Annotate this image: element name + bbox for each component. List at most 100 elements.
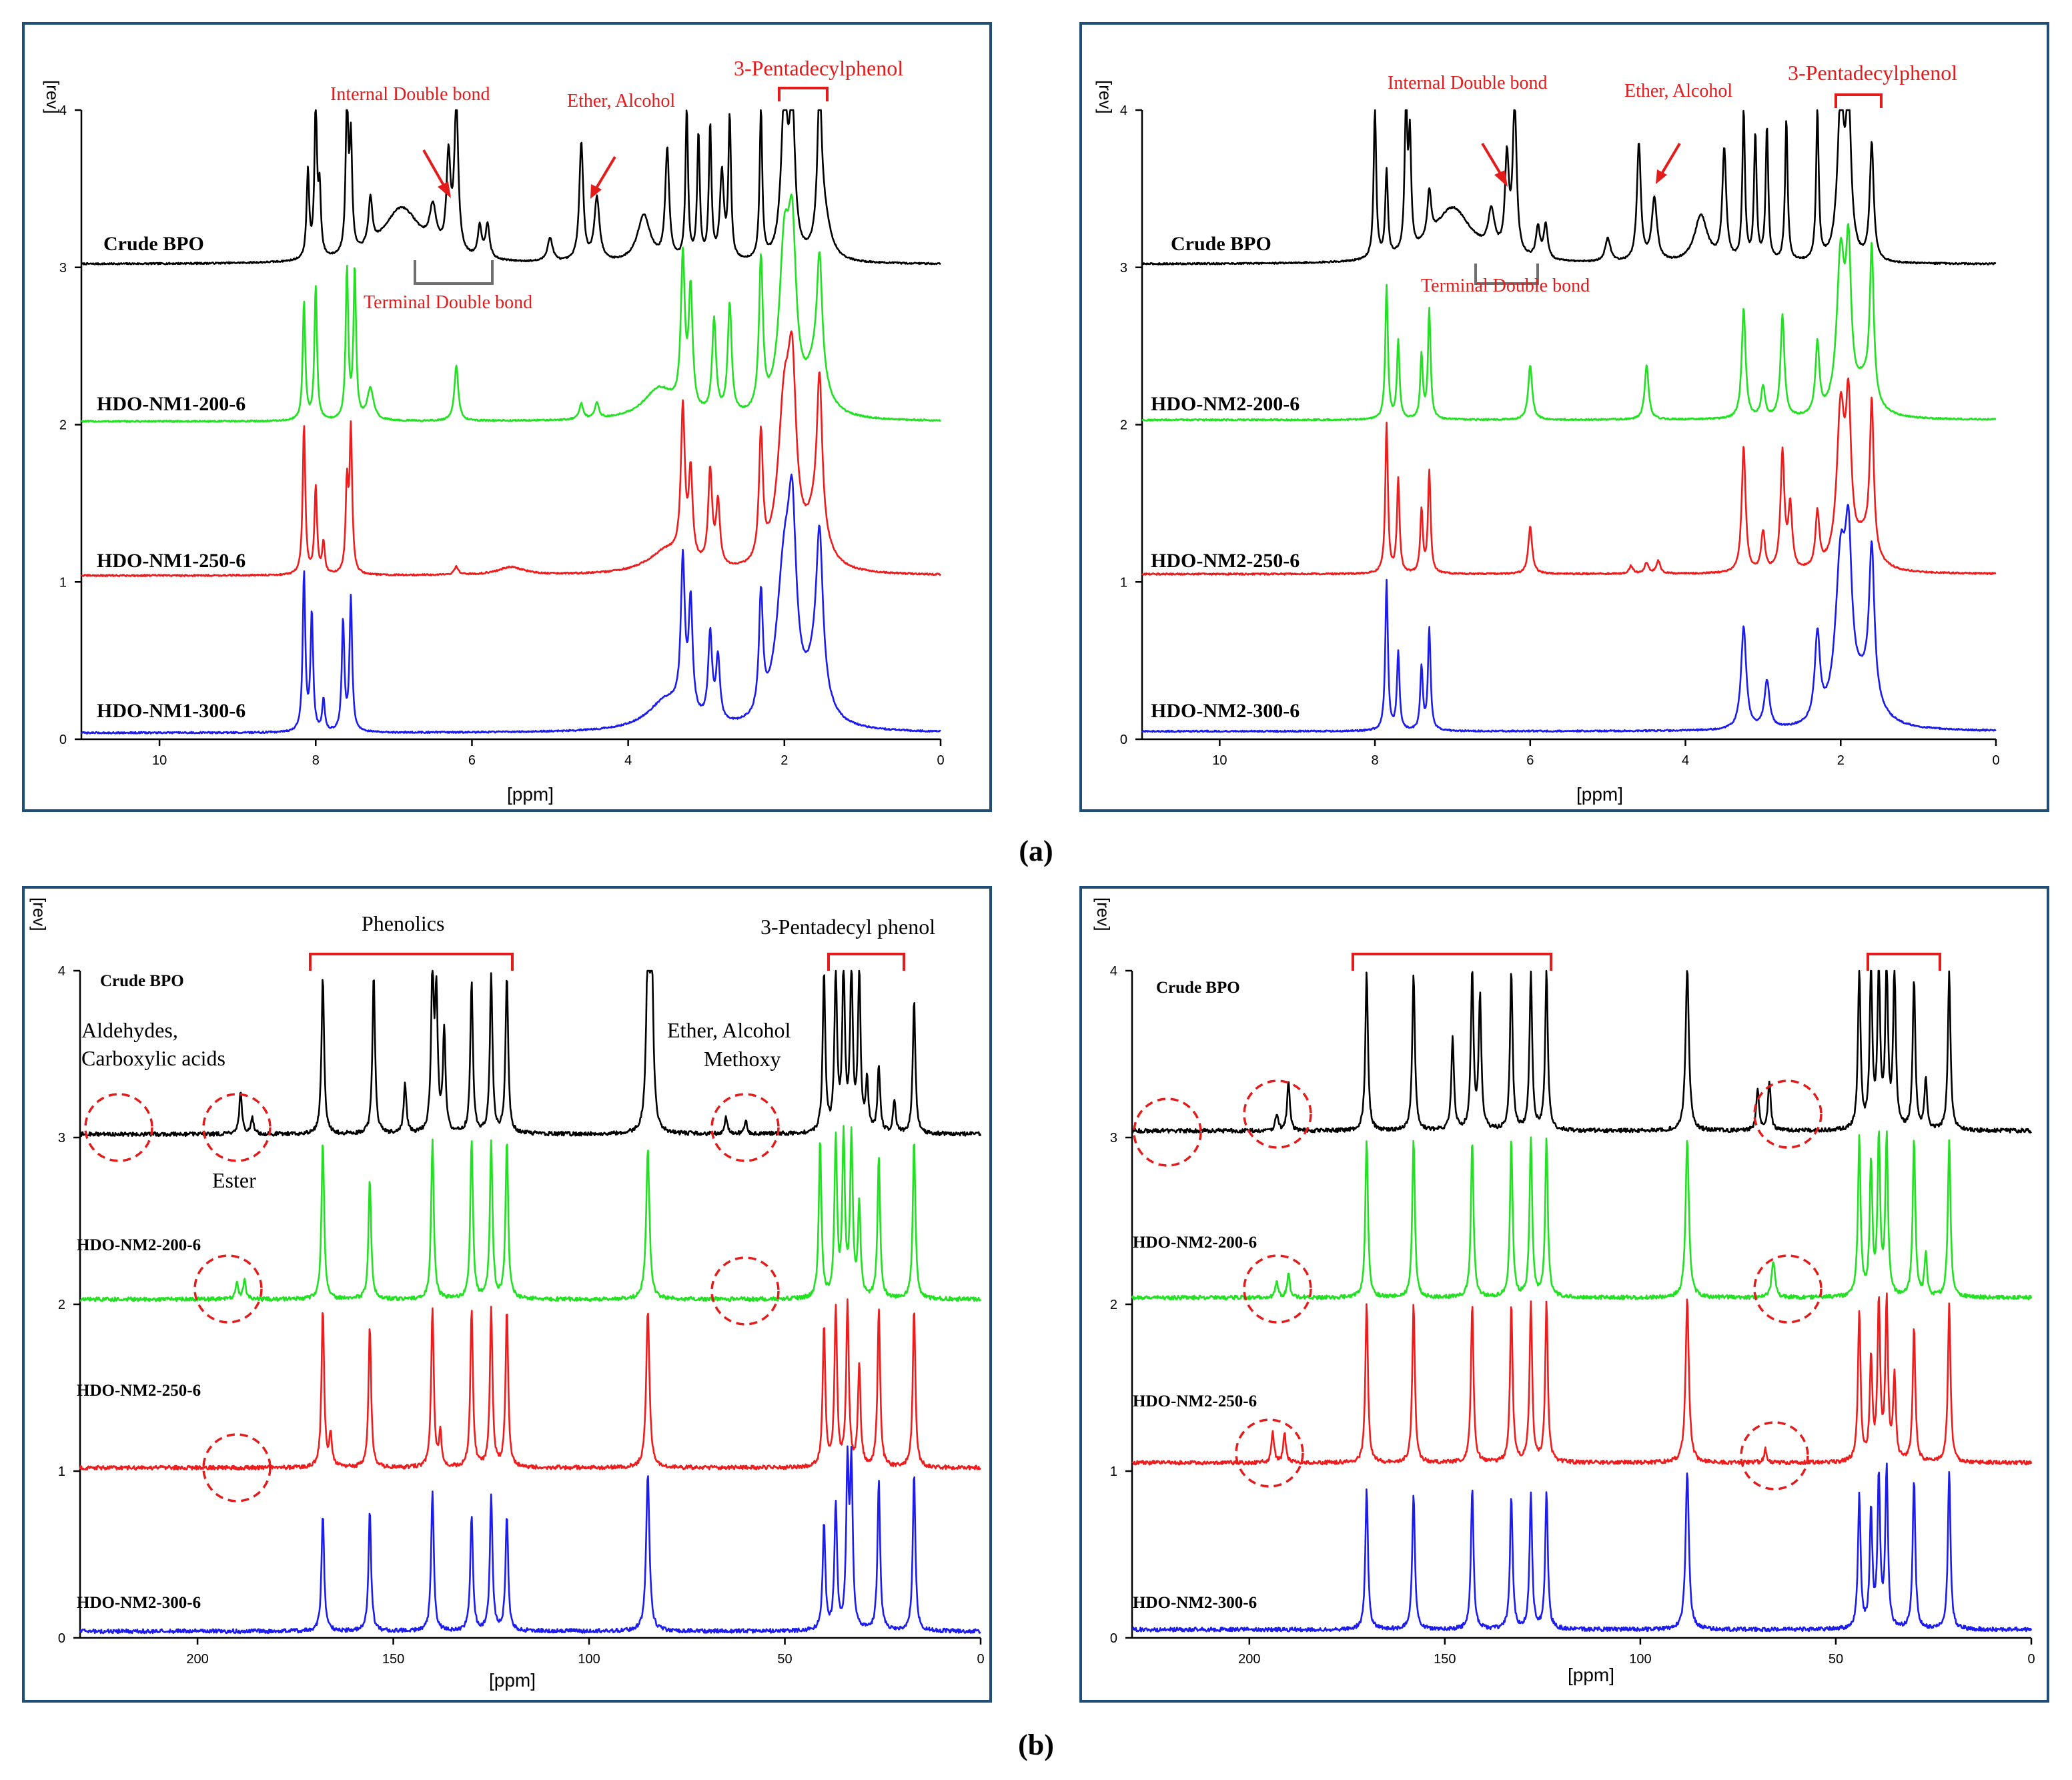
highlight-circle xyxy=(202,1433,272,1502)
spectra xyxy=(80,109,942,735)
highlight-circle xyxy=(1243,1254,1312,1324)
x-tick-label: 50 xyxy=(777,1652,792,1667)
y-tick-label: 2 xyxy=(1110,1298,1117,1312)
highlight-circle xyxy=(710,1093,780,1162)
series-label-300: HDO-NM2-300-6 xyxy=(1133,1594,1257,1612)
panel-frame xyxy=(1079,22,2049,812)
y-tick-label: 1 xyxy=(59,575,67,590)
arrow-ether-alcohol xyxy=(1660,142,1681,176)
subfigure-label-a: (a) xyxy=(1019,835,1053,867)
y-axis-label: [rev] xyxy=(29,897,49,931)
series-label-250: HDO-NM2-250-6 xyxy=(1151,550,1300,572)
spectrum-line-250 xyxy=(81,330,942,578)
spectrum-line-crude xyxy=(79,969,982,1138)
series-label-200: HDO-NM2-200-6 xyxy=(77,1236,201,1254)
highlight-circle xyxy=(1243,1079,1312,1149)
y-tick-label: 1 xyxy=(58,1464,65,1479)
arrow-ether-alcohol xyxy=(594,155,616,191)
spectrum-line-200 xyxy=(1131,1130,2033,1301)
x-axis-label: [ppm] xyxy=(489,1670,536,1691)
spectrum-line-300 xyxy=(79,1445,981,1635)
y-tick-label: 2 xyxy=(1120,418,1127,433)
x-tick-label: 10 xyxy=(1212,753,1227,768)
y-axis-label: [rev] xyxy=(43,80,63,114)
subfigure-label-b: (b) xyxy=(1018,1729,1054,1761)
annotation-pentadecylphenol: 3-Pentadecylphenol xyxy=(734,56,903,80)
axes: 10 8 6 4 2 0 0 1 2 3 4 xyxy=(59,103,945,768)
panel-frame xyxy=(1079,886,2049,1703)
annotation-carboxylic-acids: Carboxylic acids xyxy=(81,1046,225,1070)
x-tick-label: 100 xyxy=(578,1652,600,1667)
x-tick-label: 150 xyxy=(382,1652,404,1667)
annotation-pentadecyl-phenol: 3-Pentadecyl phenol xyxy=(760,915,935,939)
spectrum-line-250 xyxy=(79,1298,981,1471)
spectra xyxy=(1141,109,1997,733)
axes: 200 150 100 50 0 0 1 2 3 4 xyxy=(58,964,985,1667)
spectra xyxy=(1131,969,2033,1633)
x-axis-label: [ppm] xyxy=(1576,784,1623,805)
arrow-internal-double-bond xyxy=(1481,142,1504,178)
panel-frame xyxy=(22,22,992,812)
annotation-internal-double-bond: Internal Double bond xyxy=(1388,73,1548,93)
spectrum-line-crude xyxy=(1131,969,2033,1134)
y-tick-label: 3 xyxy=(1110,1131,1117,1146)
x-axis-label: [ppm] xyxy=(507,784,554,805)
axes: 10 8 6 4 2 0 0 1 2 3 4 xyxy=(1120,103,2000,768)
bracket-terminal-double-bond xyxy=(1474,264,1539,285)
x-tick-label: 6 xyxy=(1526,753,1534,768)
x-tick-label: 200 xyxy=(186,1652,208,1667)
series-label-250: HDO-NM1-250-6 xyxy=(97,550,245,572)
arrowhead-icon xyxy=(590,184,602,199)
spectrum-line-200 xyxy=(79,1125,982,1302)
bracket-pentadecylphenol xyxy=(778,87,829,101)
y-tick-label: 0 xyxy=(59,733,67,747)
x-tick-label: 0 xyxy=(977,1652,984,1667)
x-tick-label: 0 xyxy=(2027,1652,2035,1667)
arrow-internal-double-bond xyxy=(422,149,447,189)
series-label-200: HDO-NM2-200-6 xyxy=(1133,1234,1257,1252)
spectrum-line-300 xyxy=(1141,504,1997,733)
y-tick-label: 4 xyxy=(59,103,67,118)
bracket-phenolics xyxy=(1352,953,1552,971)
x-tick-label: 100 xyxy=(1629,1652,1651,1667)
x-tick-label: 10 xyxy=(152,753,167,768)
annotation-ester: Ester xyxy=(212,1168,256,1192)
y-tick-label: 2 xyxy=(59,418,67,433)
y-tick-label: 0 xyxy=(58,1631,65,1646)
spectra xyxy=(79,969,982,1635)
series-label-300: HDO-NM1-300-6 xyxy=(97,700,245,722)
bracket-phenolics xyxy=(309,953,514,971)
highlight-circle xyxy=(1740,1421,1809,1490)
x-tick-label: 8 xyxy=(312,753,320,768)
spectrum-line-250 xyxy=(1131,1292,2033,1466)
highlight-circle xyxy=(202,1093,272,1162)
panel-frame xyxy=(22,886,992,1703)
series-label-200: HDO-NM2-200-6 xyxy=(1151,393,1300,415)
series-label-200: HDO-NM1-200-6 xyxy=(97,393,245,415)
spectrum-line-200 xyxy=(80,193,941,423)
x-tick-label: 0 xyxy=(1992,753,1999,768)
spectrum-line-300 xyxy=(1131,1462,2033,1633)
arrowhead-icon xyxy=(1656,169,1667,184)
y-axis-label: [rev] xyxy=(1093,897,1113,931)
spectrum-line-300 xyxy=(81,473,941,735)
annotation-ether-alcohol: Ether, Alcohol xyxy=(1624,81,1732,101)
y-tick-label: 1 xyxy=(1110,1464,1117,1479)
y-tick-label: 2 xyxy=(58,1298,65,1312)
highlight-circle xyxy=(1133,1097,1202,1167)
series-label-250: HDO-NM2-250-6 xyxy=(77,1382,201,1400)
highlight-circle xyxy=(193,1254,263,1324)
spectrum-line-200 xyxy=(1141,223,1997,422)
x-tick-label: 0 xyxy=(937,753,944,768)
y-tick-label: 0 xyxy=(1120,733,1127,747)
highlight-circle xyxy=(1753,1254,1823,1324)
series-label-300: HDO-NM2-300-6 xyxy=(1151,700,1300,722)
axes: 200 150 100 50 0 0 1 2 3 4 xyxy=(1110,964,2035,1667)
arrowhead-icon xyxy=(1494,170,1508,187)
spectrum-line-crude xyxy=(80,109,941,266)
spectrum-line-crude xyxy=(1141,109,1997,266)
x-tick-label: 8 xyxy=(1372,753,1379,768)
bracket-pentadecyl-phenol xyxy=(1867,953,1941,971)
